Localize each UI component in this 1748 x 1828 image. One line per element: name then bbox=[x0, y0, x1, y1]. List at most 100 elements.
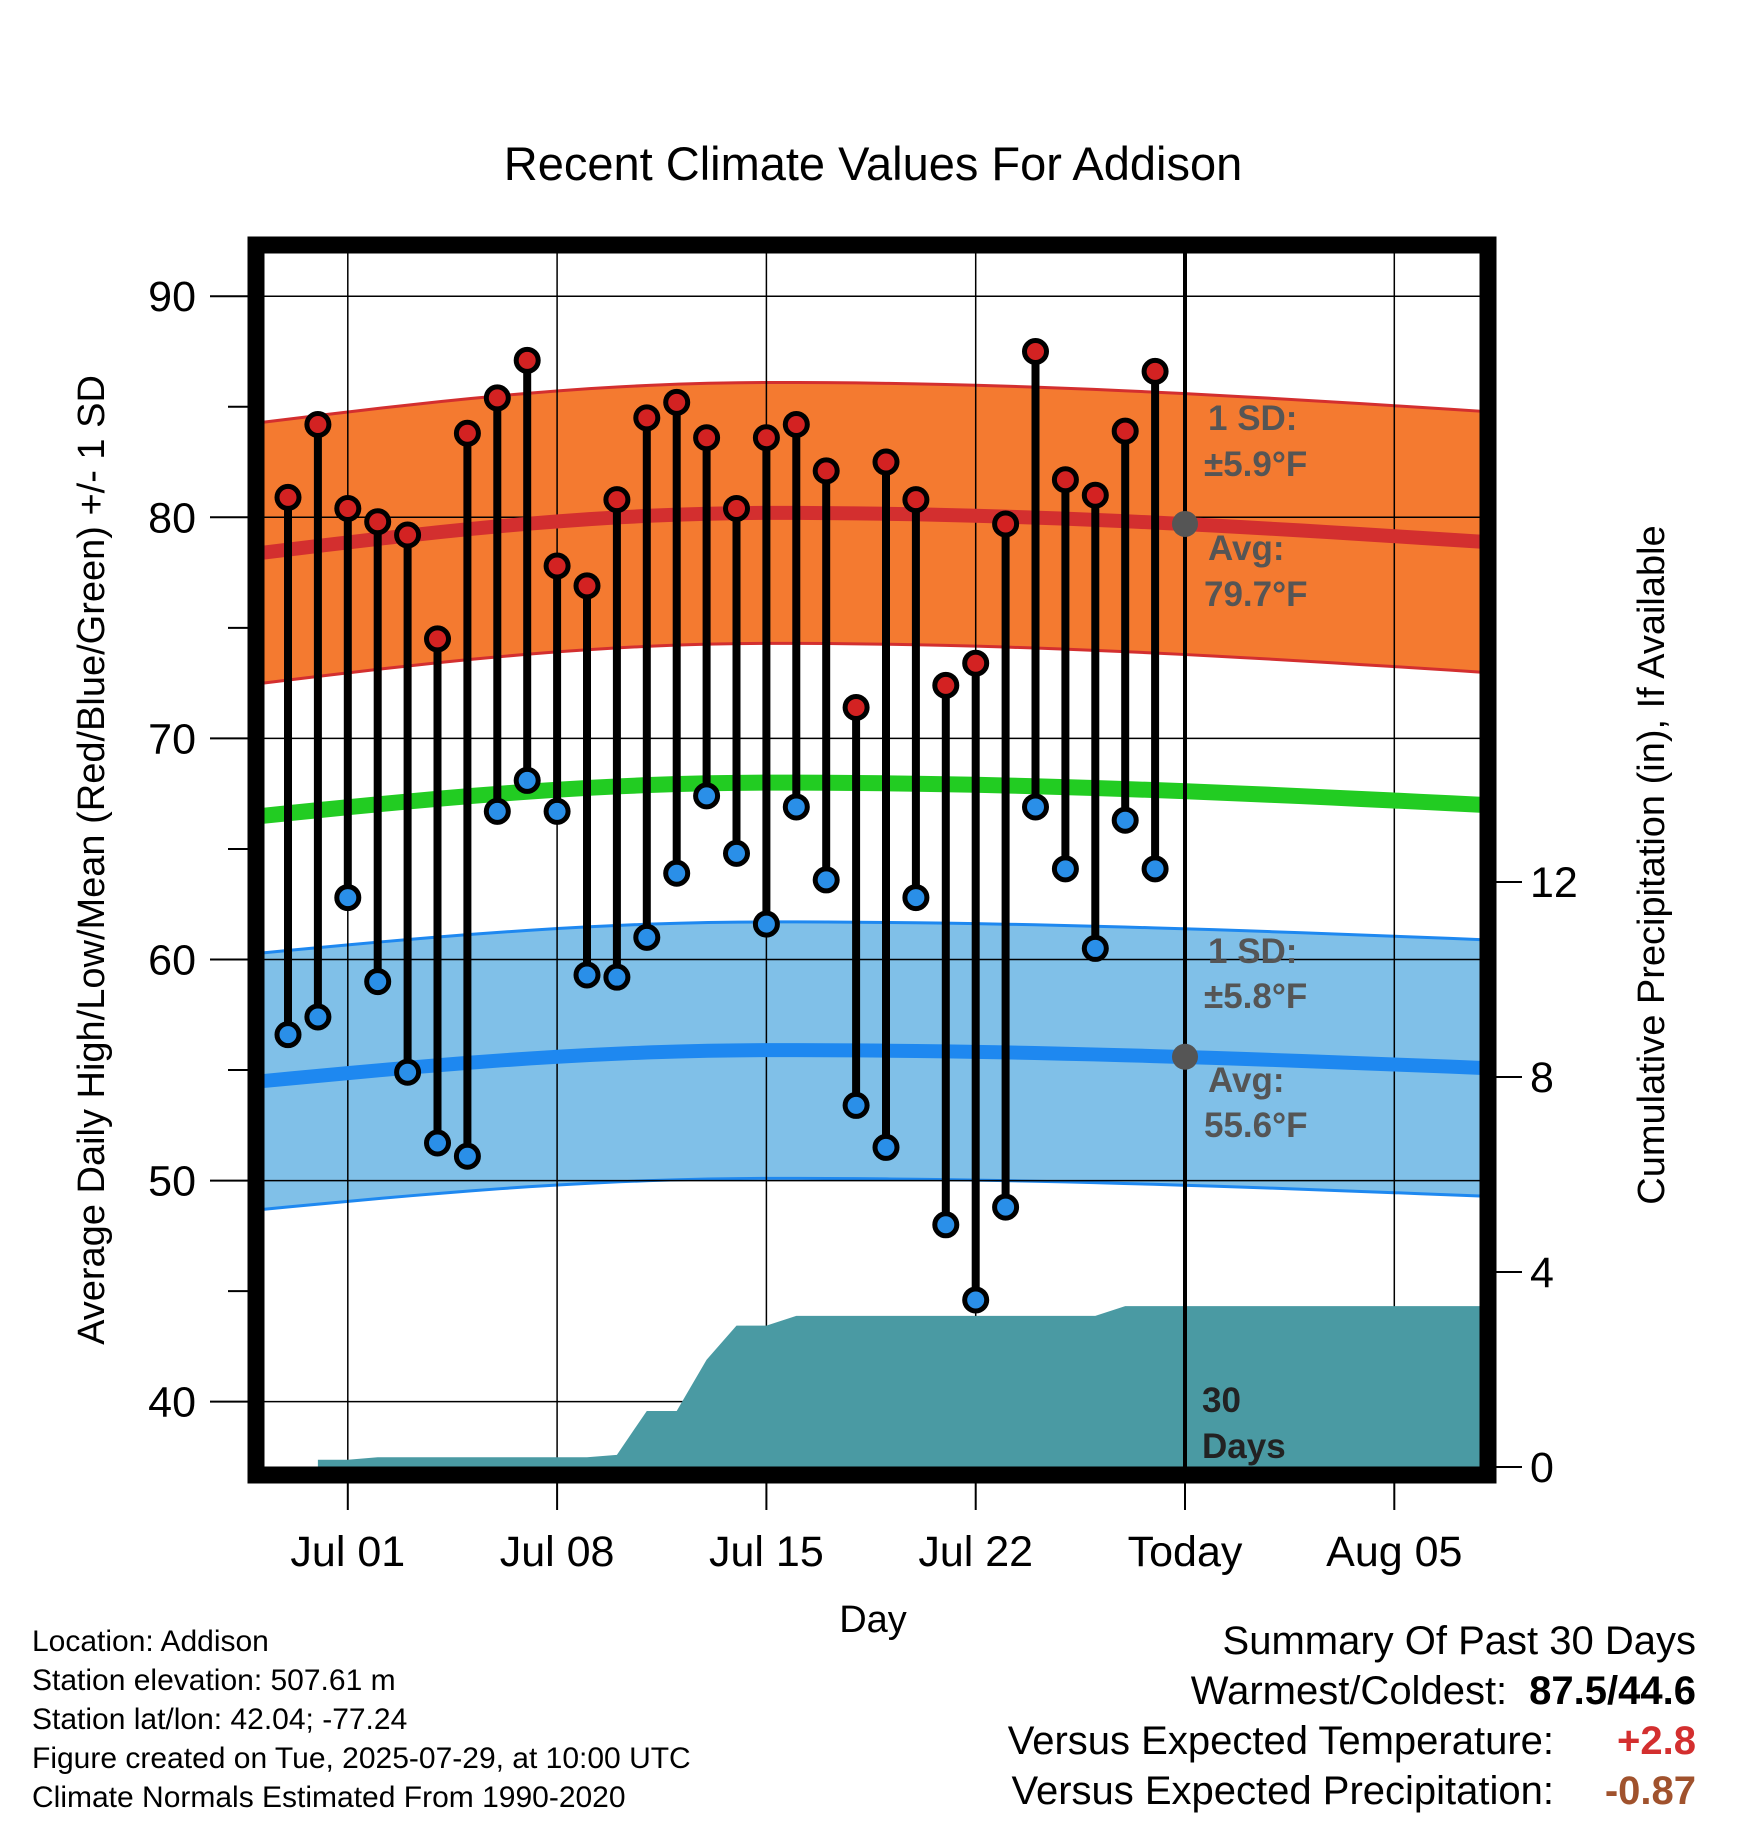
elevation-text: Station elevation: 507.61 m bbox=[32, 1664, 396, 1697]
precip-area bbox=[317, 1306, 1480, 1468]
high-point-day-8 bbox=[483, 384, 511, 412]
low-point-day-4 bbox=[364, 968, 392, 996]
high-point-day-23 bbox=[932, 671, 960, 699]
plot-frame bbox=[247, 236, 1497, 1484]
high-point-day-10 bbox=[543, 552, 571, 580]
high-point-day-18 bbox=[782, 410, 810, 438]
low-point-day-13 bbox=[633, 923, 661, 951]
low-avg-value: 55.6°F bbox=[1204, 1106, 1308, 1145]
low-point-day-3 bbox=[334, 884, 362, 912]
high-point-day-1 bbox=[274, 483, 302, 511]
station-info: Location: Addison Station elevation: 507… bbox=[32, 1622, 691, 1817]
low-point-day-5 bbox=[394, 1058, 422, 1086]
low-point-day-24 bbox=[962, 1286, 990, 1314]
y2-tick-label-4: 4 bbox=[1530, 1249, 1554, 1297]
warmest-label: Warmest/Coldest: bbox=[1190, 1669, 1508, 1713]
y-tick-label-80: 80 bbox=[148, 494, 196, 542]
temp-value: +2.8 bbox=[1617, 1719, 1696, 1763]
low-point-day-26 bbox=[1022, 793, 1049, 821]
low-point-day-2 bbox=[304, 1003, 332, 1031]
low-point-day-11 bbox=[573, 961, 601, 989]
y-tick-label-60: 60 bbox=[148, 936, 196, 984]
y-tick-label-90: 90 bbox=[148, 273, 196, 321]
y2-axis-label: Cumulative Precipitation (in), If Availa… bbox=[1631, 525, 1673, 1204]
high-point-day-17 bbox=[752, 424, 780, 452]
high-point-day-2 bbox=[304, 410, 332, 438]
created-text: Figure created on Tue, 2025-07-29, at 10… bbox=[32, 1742, 691, 1775]
x-tick-label-4: Today bbox=[1128, 1528, 1243, 1576]
low-point-day-8 bbox=[483, 797, 511, 825]
high-point-day-22 bbox=[902, 486, 930, 514]
x-tick-label-1: Jul 08 bbox=[500, 1528, 615, 1576]
low-point-day-12 bbox=[603, 963, 631, 991]
high-point-day-25 bbox=[992, 510, 1020, 538]
precip-value: -0.87 bbox=[1604, 1769, 1696, 1813]
high-sd-label: 1 SD: bbox=[1208, 399, 1297, 438]
high-point-day-14 bbox=[663, 388, 691, 416]
high-avg-label: Avg: bbox=[1208, 529, 1284, 568]
high-point-day-20 bbox=[842, 693, 870, 721]
low-point-day-22 bbox=[902, 884, 930, 912]
summary-temp-row: Versus Expected Temperature: +2.8 bbox=[1008, 1716, 1696, 1766]
low-point-day-29 bbox=[1111, 806, 1139, 834]
latlon-text: Station lat/lon: 42.04; -77.24 bbox=[32, 1703, 408, 1736]
high-point-day-3 bbox=[334, 494, 362, 522]
high-point-day-24 bbox=[962, 649, 990, 677]
summary-title: Summary Of Past 30 Days bbox=[1222, 1619, 1696, 1663]
high-point-day-15 bbox=[693, 424, 721, 452]
y2-tick-label-0: 0 bbox=[1530, 1444, 1554, 1492]
low-point-day-10 bbox=[543, 797, 571, 825]
high-point-day-27 bbox=[1051, 466, 1079, 494]
low-point-day-23 bbox=[932, 1211, 960, 1239]
y2-tick-label-8: 8 bbox=[1530, 1054, 1554, 1102]
high-sd-band-fill bbox=[263, 382, 1480, 684]
plot-area: 1 SD: ±5.9°F Avg: 79.7°F 1 SD: ±5.8°F Avg: 55.6… bbox=[148, 236, 1578, 1576]
warmest-value: 87.5/44.6 bbox=[1529, 1669, 1696, 1713]
low-sd-label: 1 SD: bbox=[1208, 932, 1297, 971]
today-high-avg-marker bbox=[1172, 510, 1198, 537]
high-point-day-12 bbox=[603, 486, 631, 514]
high-point-day-19 bbox=[812, 457, 840, 485]
x-tick-label-0: Jul 01 bbox=[290, 1528, 405, 1576]
temp-label: Versus Expected Temperature: bbox=[1007, 1719, 1554, 1763]
low-point-day-27 bbox=[1051, 855, 1079, 883]
high-point-day-13 bbox=[633, 404, 661, 432]
days-count-label: 30 bbox=[1202, 1381, 1241, 1420]
high-point-day-7 bbox=[453, 419, 481, 447]
location-text: Location: Addison bbox=[32, 1625, 269, 1658]
high-point-day-29 bbox=[1111, 417, 1139, 445]
high-point-day-11 bbox=[573, 572, 601, 600]
chart-title: Recent Climate Values For Addison bbox=[504, 137, 1242, 190]
precip-label: Versus Expected Precipitation: bbox=[1011, 1769, 1554, 1813]
days-word-label: Days bbox=[1202, 1427, 1286, 1466]
y2-tick-label-12: 12 bbox=[1530, 859, 1578, 907]
y-tick-label-40: 40 bbox=[148, 1379, 196, 1427]
summary-warmest-row: Warmest/Coldest: 87.5/44.6 bbox=[1008, 1666, 1696, 1716]
low-point-day-16 bbox=[723, 839, 750, 867]
low-point-day-7 bbox=[453, 1142, 481, 1170]
low-sd-value: ±5.8°F bbox=[1204, 977, 1307, 1016]
normals-text: Climate Normals Estimated From 1990-2020 bbox=[32, 1781, 626, 1814]
low-point-day-14 bbox=[663, 859, 691, 887]
low-avg-label: Avg: bbox=[1208, 1061, 1284, 1100]
x-axis-label: Day bbox=[839, 1599, 907, 1641]
low-point-day-18 bbox=[782, 793, 810, 821]
x-tick-label-5: Aug 05 bbox=[1326, 1528, 1462, 1576]
high-point-day-5 bbox=[394, 521, 422, 549]
high-sd-band-upper-edge bbox=[262, 380, 1481, 424]
low-sd-band-lower-edge bbox=[262, 1176, 1481, 1211]
low-point-day-19 bbox=[812, 866, 840, 894]
high-point-day-6 bbox=[424, 625, 451, 653]
low-point-day-30 bbox=[1141, 855, 1169, 883]
low-point-day-21 bbox=[872, 1133, 900, 1161]
low-point-day-28 bbox=[1081, 934, 1109, 962]
high-sd-value: ±5.9°F bbox=[1204, 445, 1307, 484]
today-low-avg-marker bbox=[1172, 1043, 1198, 1070]
x-tick-label-2: Jul 15 bbox=[709, 1528, 824, 1576]
summary-precip-row: Versus Expected Precipitation: -0.87 bbox=[1008, 1766, 1696, 1816]
high-point-day-16 bbox=[723, 494, 750, 522]
y-tick-label-70: 70 bbox=[148, 715, 196, 763]
low-point-day-9 bbox=[513, 766, 541, 794]
low-point-day-17 bbox=[752, 910, 780, 938]
